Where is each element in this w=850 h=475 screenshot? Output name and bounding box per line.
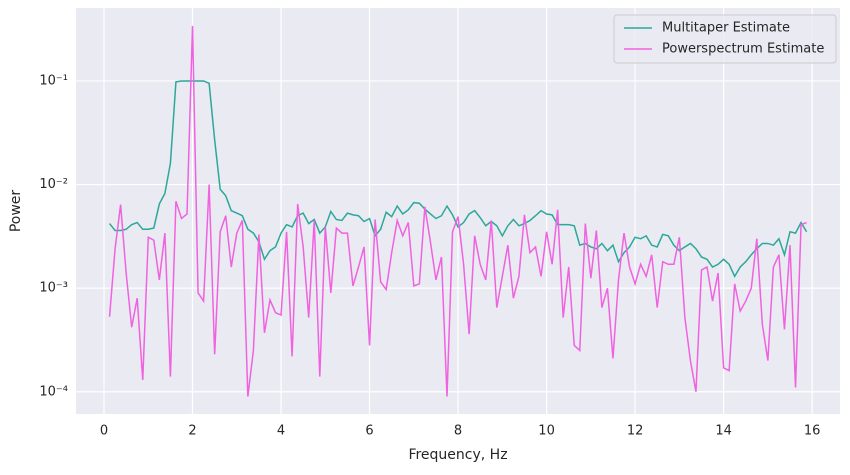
y-tick-label: 10⁻¹: [39, 73, 68, 88]
x-tick-label: 14: [715, 424, 732, 439]
y-tick-label: 10⁻⁴: [39, 384, 68, 399]
x-tick-label: 4: [277, 424, 285, 439]
x-tick-label: 2: [188, 424, 196, 439]
series-line: [108, 80, 808, 278]
x-tick-label: 16: [804, 424, 821, 439]
x-tick-label: 12: [627, 424, 644, 439]
x-tick-label: 10: [538, 424, 555, 439]
legend-label: Powerspectrum Estimate: [662, 42, 824, 57]
y-tick-label: 10⁻³: [39, 281, 68, 296]
legend-box: [613, 14, 837, 64]
x-tick-label: 0: [100, 424, 108, 439]
x-tick-label: 6: [365, 424, 373, 439]
x-tick-label: 8: [454, 424, 462, 439]
legend-label: Multitaper Estimate: [662, 21, 790, 36]
series-line: [108, 25, 807, 397]
x-axis-label: Frequency, Hz: [408, 447, 507, 463]
y-axis-label: Power: [8, 190, 24, 233]
lines: [108, 25, 808, 397]
y-tick-label: 10⁻²: [39, 177, 68, 192]
grid: [76, 8, 840, 414]
legend: Multitaper Estimate Powerspectrum Estimat…: [613, 14, 837, 64]
